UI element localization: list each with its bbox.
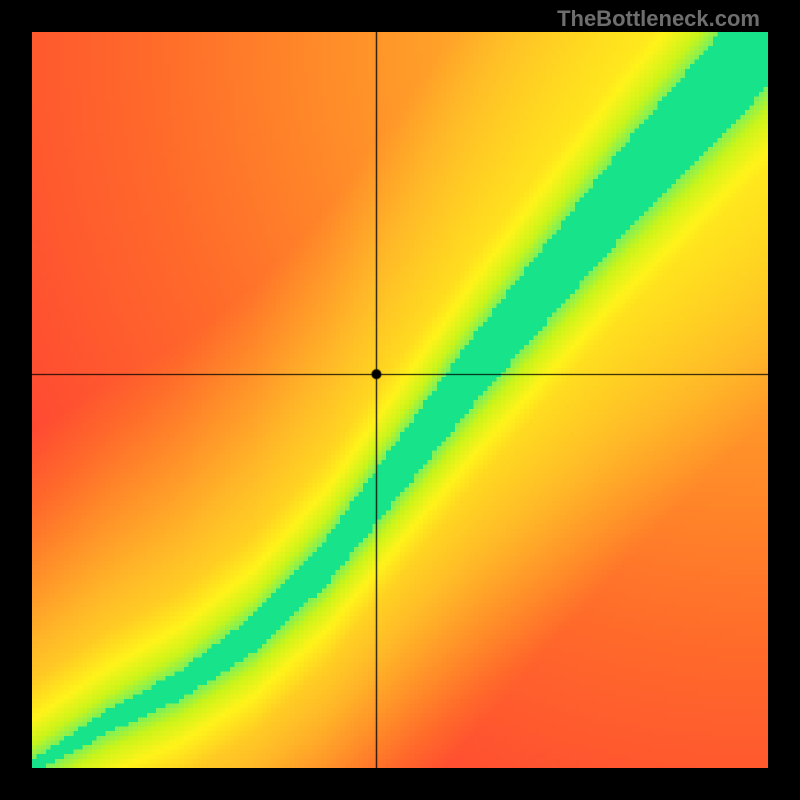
watermark-text: TheBottleneck.com (557, 6, 760, 32)
crosshair-overlay (32, 32, 768, 768)
chart-container: TheBottleneck.com (0, 0, 800, 800)
